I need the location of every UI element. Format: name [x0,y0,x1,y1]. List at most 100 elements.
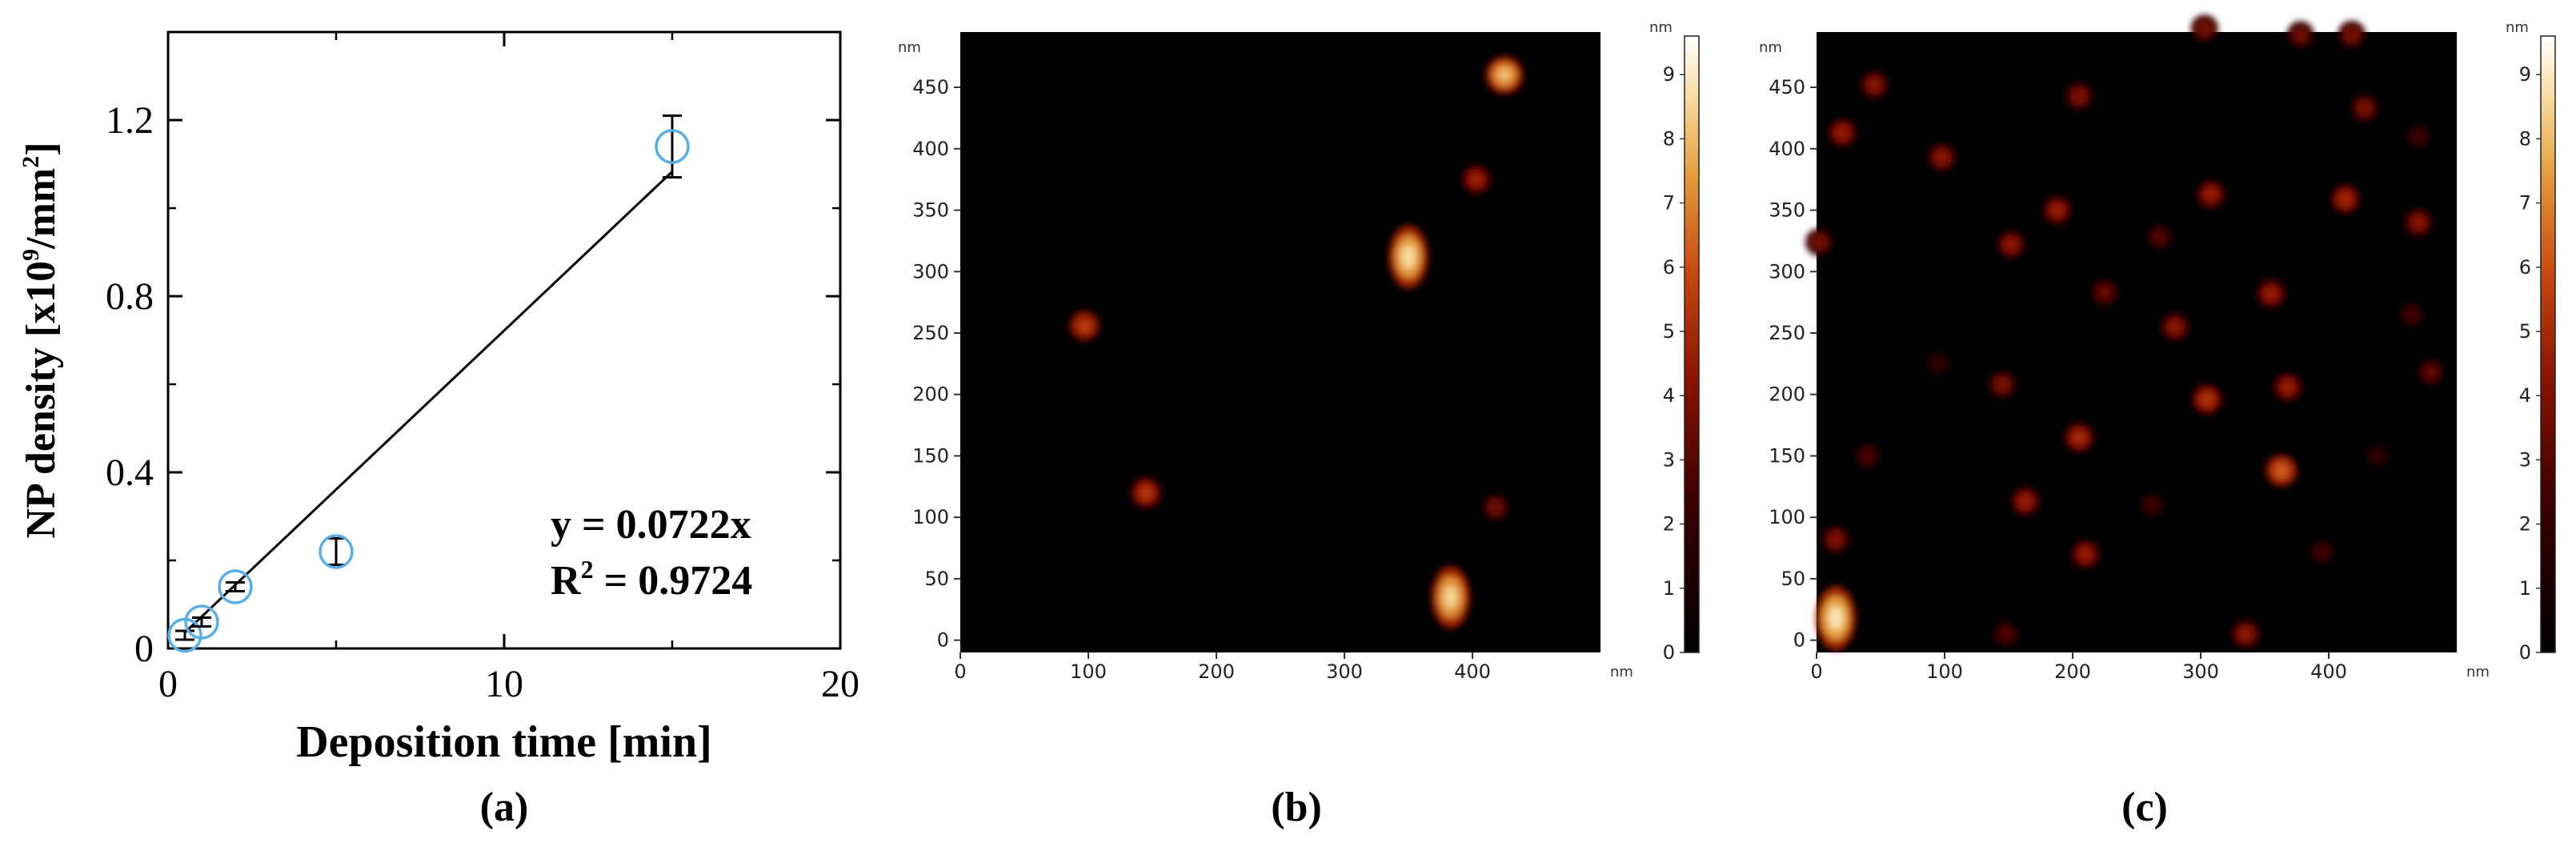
x-tick-label: 400 [2310,660,2347,683]
nanoparticle-core [2240,628,2251,640]
data-point-marker [318,534,354,569]
y-tick-label: 150 [912,444,949,467]
nanoparticle-core [1140,487,1152,499]
y-tick-label: 300 [912,260,949,283]
colorbar-tick-label: 1 [2519,577,2531,600]
colorbar-unit: nm [2506,19,2529,36]
afm-image-background [960,32,1600,652]
fit-line [183,171,674,634]
y-axis-label-suffix: ] [18,142,64,155]
colorbar-tick-label: 0 [2519,641,2531,664]
colorbar-tick-label: 5 [2519,320,2531,343]
x-tick-label: 400 [1454,660,1491,683]
y-axis-label-prefix: NP density [x10 [18,261,64,539]
y-tick-label: 150 [1769,444,1805,467]
nanoparticle-core [2426,367,2436,377]
fit-line-layer [183,171,674,634]
y-tick-label: 0.8 [106,275,154,318]
colorbar-tick-label: 0 [1663,641,1675,664]
colorbar-tick-label: 1 [1663,577,1675,600]
x-unit-label: nm [1610,664,1633,680]
nanoparticle-core [2266,288,2277,299]
nanoparticle-core [1401,245,1416,269]
colorbar-tick-label: 7 [1663,192,1675,215]
x-tick-label: 200 [1198,660,1235,683]
y-axis-label: NP density [x109/mm2] [18,142,64,538]
y-tick-label: 0 [134,628,154,670]
y-tick-label: 250 [1769,322,1805,344]
nanoparticle-core [2005,239,2017,250]
nanoparticle-core [1863,451,1873,461]
plot-frame [166,30,842,650]
x-tick-label: 10 [485,663,523,705]
colorbar-unit: nm [1649,19,1673,36]
nanoparticle-core [2407,310,2417,319]
nanoparticle-core [1837,127,1848,138]
y-unit-label: nm [1759,39,1782,56]
y-tick-label: 1.2 [106,99,154,142]
nanoparticle-core [2201,393,2213,405]
nanoparticle-core [2020,496,2031,507]
y-axis-label-exp1: 9 [18,249,44,261]
nanoparticle-core [2155,232,2165,242]
nanoparticle-core [1828,606,1844,630]
x-axis-label: Deposition time [min] [296,717,712,767]
r-squared-r: R [551,558,582,604]
y-tick-label: 350 [912,199,949,222]
nanoparticle-core [2073,432,2085,444]
y-tick-label: 50 [1781,568,1805,590]
r-squared-label: R2 = 0.9724 [551,555,752,604]
nanoparticle-core [2295,30,2306,40]
y-tick-label: 250 [912,322,949,344]
nanoparticle-core [2318,547,2327,556]
x-tick-label: 0 [1810,660,1822,683]
colorbar-tick-label: 4 [1663,384,1675,407]
nanoparticle-core [2080,548,2091,560]
y-unit-label: nm [898,39,921,56]
nanoparticle-core [2346,29,2358,40]
afm-axes: 0 100 200 300 400 0 50 100 150 200 250 300 350 400 450 [1769,76,2347,683]
y-tick-label: 200 [1769,383,1805,406]
nanoparticle-core [1933,359,1943,368]
y-tick-label: 100 [912,506,949,528]
y-tick-label: 350 [1769,199,1805,222]
colorbar-tick-label: 5 [1663,320,1675,343]
afm-image-background [1817,32,2457,652]
y-tick-label: 300 [1769,260,1805,283]
data-point-marker [655,129,690,164]
axis-ticks: 0 10 20 0 0.4 0.8 1.2 [106,32,859,705]
x-tick-label: 300 [1326,660,1363,683]
nanoparticle-core [2052,204,2063,216]
x-tick-label: 100 [1926,660,1963,683]
colorbar-tick-label: 2 [2519,513,2531,536]
x-unit-label: nm [2466,664,2490,680]
colorbar [1684,35,1700,653]
colorbar-tick-label: 3 [2519,448,2531,471]
nanoparticle-core [1490,502,1500,512]
y-tick-label: 0.4 [106,452,154,494]
y-tick-label: 50 [924,568,949,590]
nanoparticle-core [1079,319,1091,331]
nanoparticle-layer [1805,14,2445,651]
colorbar-tick-label: 7 [2519,192,2531,215]
y-tick-label: 100 [1769,506,1805,528]
afm-axes: 0 100 200 300 400 0 50 100 150 200 250 300 350 400 450 [912,76,1491,683]
y-tick-label: 400 [1769,138,1805,160]
equation-label: y = 0.0722x [551,502,751,548]
nanoparticle-core [2340,193,2351,205]
colorbar-tick-label: 2 [1663,513,1675,536]
nanoparticle-core [1869,79,1880,90]
colorbar-tick-label: 8 [1663,127,1675,150]
nanoparticle-core [2275,464,2288,477]
y-tick-label: 450 [1769,76,1805,98]
nanoparticle-core [2001,629,2011,639]
y-axis-label-exp2: 2 [18,156,44,168]
panel-label-a: (a) [480,785,529,830]
nanoparticle-core [2147,500,2157,510]
colorbar-tick-label: 3 [1663,448,1675,471]
nanoparticle-core [2413,217,2424,228]
nanoparticle-core [1497,68,1512,82]
nanoparticle-core [2414,132,2423,141]
y-axis-label-mid: /mm [18,168,64,250]
